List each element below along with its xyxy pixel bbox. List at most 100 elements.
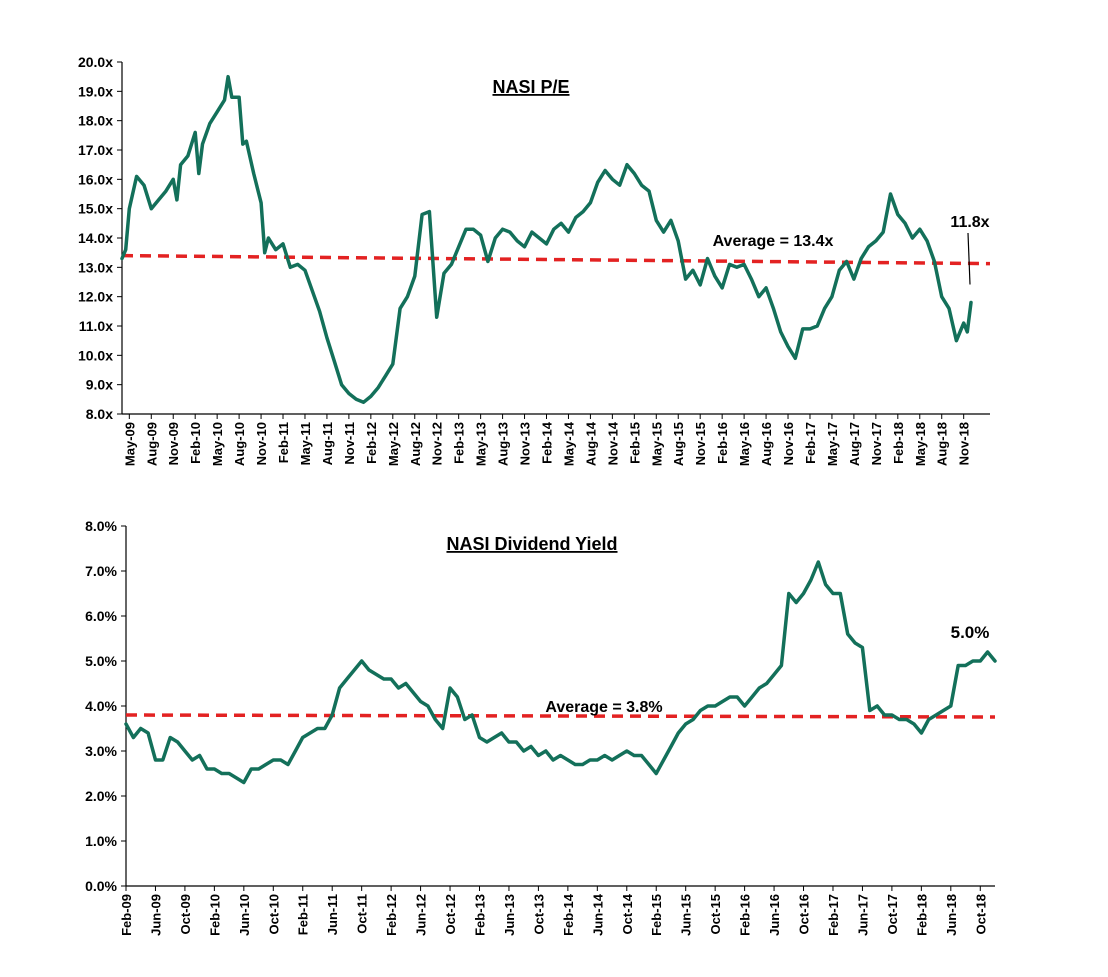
end-value-label: 11.8x	[950, 214, 989, 231]
x-tick-label: Nov-09	[166, 422, 181, 465]
y-tick-label: 5.0%	[85, 653, 117, 669]
x-tick-label: Nov-14	[605, 421, 620, 465]
x-tick-label: May-10	[210, 422, 225, 466]
y-tick-label: 7.0%	[85, 563, 117, 579]
x-tick-label: Nov-12	[430, 422, 445, 465]
y-tick-label: 3.0%	[85, 743, 117, 759]
x-tick-label: Feb-13	[452, 422, 467, 464]
x-tick-label: Feb-16	[715, 422, 730, 464]
x-tick-label: Oct-14	[620, 893, 635, 934]
x-tick-label: May-15	[649, 422, 664, 466]
x-tick-label: May-09	[122, 422, 137, 466]
y-tick-label: 19.0x	[78, 83, 113, 99]
end-label-leader	[967, 232, 971, 285]
x-tick-label: May-13	[474, 422, 489, 466]
average-line	[125, 713, 996, 719]
x-tick-label: May-11	[298, 422, 313, 465]
x-tick-label: Jun-16	[767, 894, 782, 936]
x-tick-label: Oct-15	[708, 894, 723, 934]
x-tick-label: Feb-10	[188, 422, 203, 464]
x-tick-label: Nov-17	[869, 422, 884, 465]
x-tick-label: Jun-10	[237, 894, 252, 936]
y-tick-label: 2.0%	[85, 788, 117, 804]
y-tick-label: 11.0x	[79, 318, 113, 334]
x-tick-label: Oct-16	[797, 894, 812, 934]
y-tick-label: 1.0%	[85, 833, 117, 849]
x-tick-label: Aug-15	[671, 422, 686, 466]
y-tick-label: 9.0x	[86, 377, 113, 393]
x-tick-label: Oct-09	[178, 894, 193, 934]
x-tick-label: Oct-17	[885, 894, 900, 934]
x-tick-label: Feb-11	[296, 894, 311, 935]
average-label: Average = 3.8%	[545, 699, 662, 716]
x-tick-label: May-17	[825, 422, 840, 466]
x-tick-label: May-12	[386, 422, 401, 466]
x-tick-label: Nov-13	[518, 422, 533, 465]
chart-2: 0.0% 1.0% 2.0% 3.0% 4.0% 5.0% 6.0% 7.0% 8.0% Feb-…	[85, 518, 997, 936]
x-tick-label: Feb-12	[364, 422, 379, 464]
y-tick-label: 13.0x	[78, 259, 113, 275]
chart-title: NASI Dividend Yield	[446, 534, 617, 554]
x-tick-label: Nov-10	[254, 422, 269, 465]
x-tick-label: Aug-16	[759, 422, 774, 466]
x-tick-label: Jun-14	[590, 893, 605, 936]
x-tick-label: Jun-18	[944, 894, 959, 936]
y-tick-label: 14.0x	[78, 230, 113, 246]
x-tick-label: May-18	[913, 422, 928, 466]
x-tick-label: Oct-11	[355, 894, 370, 934]
y-tick-label: 20.0x	[78, 54, 113, 70]
x-tick-label: Oct-13	[531, 894, 546, 934]
x-tick-label: Aug-11	[320, 422, 335, 465]
y-tick-label: 0.0%	[85, 878, 117, 894]
y-tick-label: 12.0x	[78, 289, 113, 305]
x-tick-label: Jun-11	[325, 894, 340, 935]
x-tick-label: Aug-17	[847, 422, 862, 466]
x-tick-label: Feb-18	[891, 422, 906, 464]
x-tick-label: Feb-09	[119, 894, 134, 936]
y-tick-label: 6.0%	[85, 608, 117, 624]
x-tick-label: Feb-17	[803, 422, 818, 464]
series-line	[120, 74, 973, 405]
x-tick-label: Aug-13	[496, 422, 511, 466]
x-tick-label: Feb-11	[276, 422, 291, 463]
x-tick-label: Jun-09	[148, 894, 163, 936]
x-tick-label: Nov-18	[957, 422, 972, 465]
x-tick-label: Feb-15	[649, 894, 664, 936]
x-tick-label: Jun-12	[414, 894, 429, 936]
x-tick-label: Feb-13	[472, 894, 487, 936]
x-tick-label: Feb-12	[384, 894, 399, 936]
x-tick-label: Feb-18	[914, 894, 929, 936]
end-value-label: 5.0%	[951, 623, 990, 642]
average-label: Average = 13.4x	[713, 233, 834, 250]
x-tick-label: Oct-18	[973, 894, 988, 934]
x-tick-label: Feb-16	[738, 894, 753, 936]
x-tick-label: Aug-09	[144, 422, 159, 466]
x-tick-label: Aug-18	[935, 422, 950, 466]
x-tick-label: Jun-13	[502, 894, 517, 936]
x-tick-label: May-14	[561, 421, 576, 466]
x-tick-label: Feb-14	[540, 421, 555, 464]
x-tick-label: May-16	[737, 422, 752, 466]
y-tick-label: 18.0x	[78, 113, 113, 129]
x-tick-label: Feb-10	[207, 894, 222, 936]
x-tick-label: Nov-11	[342, 422, 357, 465]
x-tick-label: Feb-17	[826, 894, 841, 936]
y-tick-label: 15.0x	[78, 201, 113, 217]
chart-title: NASI P/E	[492, 77, 569, 97]
series-line	[124, 560, 997, 785]
chart-1: 8.0x 9.0x 10.0x 11.0x 12.0x 13.0x 14.0x 15.0x 16…	[78, 54, 991, 466]
x-tick-label: Nov-16	[781, 422, 796, 465]
x-tick-label: Aug-12	[408, 422, 423, 466]
x-tick-label: Nov-15	[693, 422, 708, 465]
y-tick-label: 8.0x	[86, 406, 113, 422]
y-tick-label: 4.0%	[85, 698, 117, 714]
y-tick-label: 16.0x	[78, 171, 113, 187]
x-tick-label: Oct-10	[266, 894, 281, 934]
x-tick-label: Jun-15	[679, 894, 694, 936]
x-tick-label: Oct-12	[443, 894, 458, 934]
x-tick-label: Feb-14	[561, 893, 576, 936]
x-tick-label: Feb-15	[627, 422, 642, 464]
y-tick-label: 17.0x	[78, 142, 113, 158]
